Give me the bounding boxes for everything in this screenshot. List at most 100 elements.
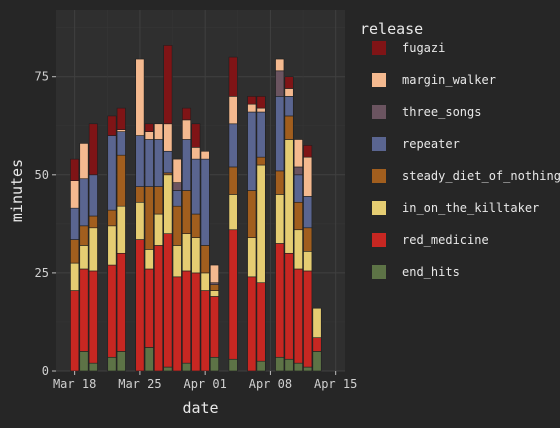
legend-label-red_medicine: red_medicine (402, 233, 489, 247)
bar-segment-margin_walker (209, 264, 219, 284)
bar-segment-fugazi (182, 107, 192, 121)
bar-segment-in_on_the_killtaker (228, 194, 238, 231)
bar-segment-three_songs (275, 70, 285, 97)
bar-segment-red_medicine (275, 243, 285, 358)
bar-segment-margin_walker (293, 139, 303, 168)
bar-segment-end_hits (163, 366, 173, 372)
bar-segment-margin_walker (144, 131, 154, 140)
bar-segment-red_medicine (284, 252, 294, 360)
bar-segment-fugazi (228, 56, 238, 97)
bar-segment-red_medicine (256, 282, 266, 362)
y-tick-label: 0 (42, 364, 49, 378)
bar-segment-repeater (200, 158, 210, 246)
bar-segment-repeater (256, 111, 266, 158)
bar-segment-fugazi (107, 115, 117, 136)
bar-segment-margin_walker (256, 107, 266, 113)
bar-segment-repeater (172, 190, 182, 207)
bar-segment-in_on_the_killtaker (303, 251, 313, 272)
bar-segment-steady_diet_of_nothing (247, 190, 257, 238)
legend-label-fugazi: fugazi (402, 41, 445, 55)
bar-segment-repeater (293, 174, 303, 203)
bar-segment-end_hits (88, 362, 98, 372)
bar-segment-in_on_the_killtaker (144, 249, 154, 270)
bar-segment-steady_diet_of_nothing (116, 154, 126, 207)
bar-segment-fugazi (256, 96, 266, 109)
bar-segment-end_hits (228, 358, 238, 372)
bar-segment-end_hits (256, 360, 266, 372)
x-tick-label: Apr 15 (314, 377, 357, 391)
y-axis-title: minutes (8, 159, 26, 222)
legend-label-three_songs: three_songs (402, 105, 481, 119)
bar-segment-fugazi (247, 96, 257, 105)
bar-segment-repeater (116, 131, 126, 156)
bar-segment-steady_diet_of_nothing (70, 239, 80, 264)
bar-segment-steady_diet_of_nothing (200, 245, 210, 274)
bar-segment-end_hits (79, 351, 89, 372)
bar-segment-margin_walker (228, 96, 238, 125)
bar-segment-repeater (275, 96, 285, 172)
bar-segment-repeater (154, 139, 164, 187)
bar-segment-end_hits (107, 356, 117, 372)
bar-segment-red_medicine (312, 337, 322, 352)
bar-segment-steady_diet_of_nothing (284, 115, 294, 140)
bar-segment-in_on_the_killtaker (191, 237, 201, 274)
bar-segment-steady_diet_of_nothing (228, 166, 238, 195)
legend-label-in_on_the_killtaker: in_on_the_killtaker (402, 201, 539, 215)
bar-segment-red_medicine (88, 270, 98, 364)
bar-segment-fugazi (70, 158, 80, 181)
bar-segment-in_on_the_killtaker (116, 205, 126, 254)
bar-segment-red_medicine (200, 290, 210, 372)
legend-swatch-end_hits (372, 265, 386, 279)
bar-segment-repeater (228, 123, 238, 168)
bar-segment-in_on_the_killtaker (107, 225, 117, 266)
bar-segment-steady_diet_of_nothing (275, 170, 285, 195)
bar-segment-end_hits (116, 351, 126, 372)
bar-segment-margin_walker (275, 58, 285, 72)
legend-swatch-fugazi (372, 41, 386, 55)
bar-segment-repeater (163, 150, 173, 174)
bar-segment-steady_diet_of_nothing (209, 284, 219, 291)
bar-segment-red_medicine (107, 264, 117, 358)
x-axis: Mar 18 Mar 25 Apr 01 Apr 08 Apr 15 (53, 371, 357, 391)
bar-segment-red_medicine (144, 268, 154, 348)
legend-swatch-margin_walker (372, 73, 386, 87)
bar-segment-repeater (191, 158, 201, 215)
legend-swatch-repeater (372, 137, 386, 151)
bar-segment-margin_walker (200, 150, 210, 160)
legend-label-end_hits: end_hits (402, 265, 460, 279)
bar-segment-end_hits (275, 356, 285, 372)
bar-segment-repeater (144, 139, 154, 187)
bar-segment-end_hits (182, 362, 192, 372)
legend-title: release (360, 20, 423, 38)
x-axis-title: date (182, 399, 218, 417)
legend-swatch-in_on_the_killtaker (372, 201, 386, 215)
bar-segment-red_medicine (116, 252, 126, 352)
bar-segment-steady_diet_of_nothing (154, 186, 164, 215)
bar-segment-margin_walker (191, 147, 201, 160)
bar-segment-end_hits (293, 362, 303, 372)
bar-segment-margin_walker (70, 180, 80, 209)
bar-segment-red_medicine (70, 290, 80, 372)
y-tick-label: 25 (35, 266, 49, 280)
bar-segment-margin_walker (182, 119, 192, 140)
bar-segment-steady_diet_of_nothing (303, 227, 313, 252)
bar-segment-repeater (135, 135, 145, 187)
bar-segment-red_medicine (228, 229, 238, 360)
bar-segment-red_medicine (79, 268, 89, 352)
bar-segment-repeater (88, 174, 98, 217)
bar-segment-fugazi (163, 45, 173, 125)
bar-segment-steady_diet_of_nothing (172, 205, 182, 246)
bar-segment-steady_diet_of_nothing (256, 156, 266, 166)
bar-segment-in_on_the_killtaker (312, 307, 322, 338)
bar-segment-steady_diet_of_nothing (191, 213, 201, 238)
legend-label-steady_diet_of_nothing: steady_diet_of_nothing (402, 169, 560, 183)
bar-segment-red_medicine (182, 270, 192, 364)
bar-segment-red_medicine (247, 276, 257, 372)
bar-segment-in_on_the_killtaker (163, 174, 173, 234)
bar-segment-in_on_the_killtaker (209, 290, 219, 297)
bars (70, 45, 322, 372)
x-tick-label: Mar 25 (118, 377, 161, 391)
bar-segment-steady_diet_of_nothing (88, 215, 98, 229)
bar-segment-repeater (284, 96, 294, 117)
